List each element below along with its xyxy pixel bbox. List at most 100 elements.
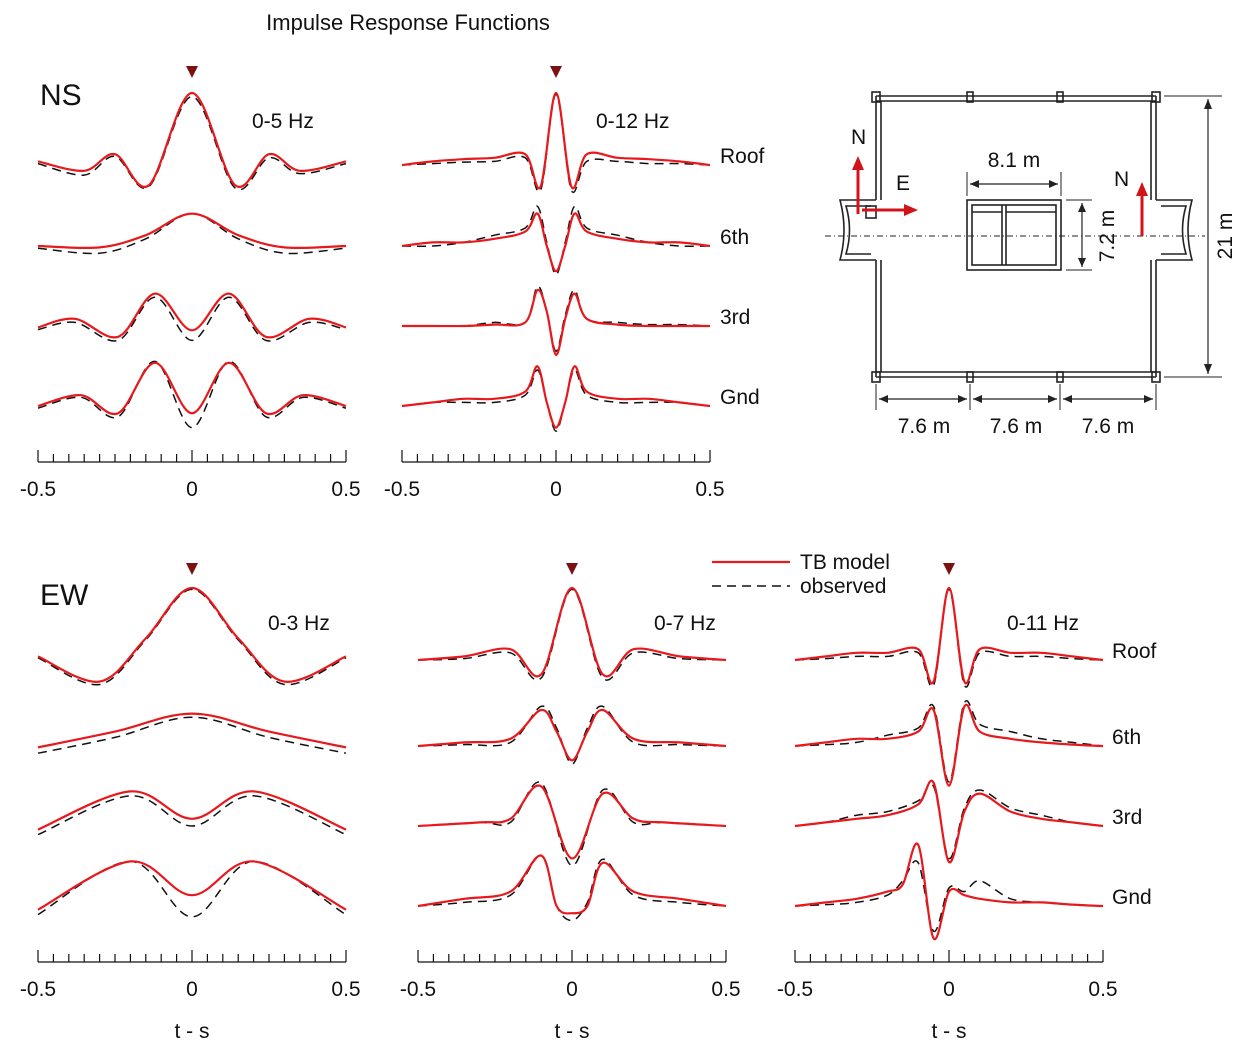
observed-line-6th bbox=[401, 205, 711, 276]
panel-ew-3: 0-7 Hz -0.5 0 0.5 t - s bbox=[400, 563, 741, 1043]
time-zero-marker bbox=[566, 563, 578, 575]
x-tick-label: 0 bbox=[550, 478, 562, 501]
panel-ns-1: 0-12 Hz Roof 6th 3rd Gnd -0.5 0 0.5 bbox=[384, 66, 765, 501]
legend: TB model observed bbox=[712, 551, 890, 598]
level-label-roof: Roof bbox=[720, 145, 765, 168]
plan-label-span-3: 7.6 m bbox=[1082, 415, 1135, 438]
observed-line-roof bbox=[401, 93, 711, 194]
observed-line-gnd bbox=[794, 860, 1104, 932]
observed-line-roof bbox=[417, 588, 727, 681]
column-ne bbox=[1151, 91, 1161, 103]
x-tick-label: -0.5 bbox=[20, 978, 56, 1001]
observed-line-3rd bbox=[402, 285, 711, 352]
x-tick-label: 0.5 bbox=[331, 478, 360, 501]
model-line-3rd bbox=[402, 288, 710, 356]
x-axis-label: t - s bbox=[175, 1020, 210, 1043]
model-line-roof bbox=[37, 91, 347, 189]
x-tick-label: -0.5 bbox=[400, 978, 436, 1001]
plan-label-east: E bbox=[896, 172, 910, 195]
x-tick-label: -0.5 bbox=[777, 978, 813, 1001]
model-line-3rd bbox=[417, 784, 727, 860]
level-label-6th: 6th bbox=[1112, 726, 1141, 749]
x-axis-label: t - s bbox=[932, 1020, 967, 1043]
model-line-roof bbox=[401, 91, 711, 190]
observed-line-gnd bbox=[417, 854, 727, 922]
time-zero-marker bbox=[550, 66, 562, 78]
arrow-east-head bbox=[904, 204, 918, 216]
sensor-box-west bbox=[865, 205, 877, 219]
observed-line-roof bbox=[37, 95, 347, 191]
time-zero-marker bbox=[186, 563, 198, 575]
column-nw bbox=[871, 91, 881, 103]
model-line-6th bbox=[37, 712, 347, 749]
time-zero-marker bbox=[943, 563, 955, 575]
level-label-3rd: 3rd bbox=[720, 306, 750, 329]
observed-line-3rd bbox=[417, 781, 727, 867]
observed-line-gnd bbox=[37, 360, 347, 429]
x-tick-label: 0 bbox=[186, 478, 198, 501]
column-n1 bbox=[966, 91, 974, 103]
plan-label-height: 21 m bbox=[1214, 213, 1237, 260]
band-label: 0-11 Hz bbox=[1007, 612, 1079, 635]
level-label-gnd: Gnd bbox=[1112, 886, 1152, 909]
panel-ns-0: 0-5 Hz -0.5 0 0.5 bbox=[20, 66, 361, 501]
model-line-gnd bbox=[794, 842, 1104, 941]
plan-label-north-right: N bbox=[1114, 168, 1129, 191]
x-tick-label: 0.5 bbox=[695, 478, 724, 501]
east-stair-outline bbox=[1156, 199, 1194, 261]
x-tick-label: 0.5 bbox=[711, 978, 740, 1001]
x-axis-label: t - s bbox=[555, 1020, 590, 1043]
level-label-roof: Roof bbox=[1112, 640, 1157, 663]
observed-line-3rd bbox=[37, 296, 347, 342]
level-label-6th: 6th bbox=[720, 226, 749, 249]
west-stair-inner bbox=[844, 205, 871, 255]
observed-line-roof bbox=[794, 588, 1104, 688]
arrow-north-right-head bbox=[1136, 182, 1148, 196]
legend-observed-label: observed bbox=[800, 575, 886, 598]
observed-line-6th bbox=[37, 212, 347, 255]
model-line-gnd bbox=[37, 361, 347, 416]
west-stair-outline bbox=[838, 199, 876, 261]
x-tick-label: -0.5 bbox=[20, 478, 56, 501]
model-line-6th bbox=[794, 703, 1104, 787]
plan-label-core-depth: 7.2 m bbox=[1096, 210, 1119, 263]
figure-title: Impulse Response Functions bbox=[266, 10, 550, 35]
model-line-6th bbox=[401, 212, 711, 273]
observed-line-gnd bbox=[401, 369, 711, 432]
model-line-gnd bbox=[401, 365, 711, 429]
column-se bbox=[1151, 371, 1161, 383]
model-line-3rd bbox=[794, 779, 1104, 864]
observed-line-roof bbox=[37, 588, 347, 686]
plan-label-core-width: 8.1 m bbox=[988, 149, 1041, 172]
legend-model-label: TB model bbox=[800, 551, 890, 574]
observed-line-6th bbox=[37, 716, 347, 754]
band-label: 0-3 Hz bbox=[268, 612, 330, 635]
east-stair-inner bbox=[1161, 205, 1188, 255]
model-line-gnd bbox=[417, 854, 727, 915]
observed-line-gnd bbox=[37, 860, 347, 918]
band-label: 0-5 Hz bbox=[252, 110, 314, 133]
x-tick-label: 0.5 bbox=[1088, 978, 1117, 1001]
x-tick-label: 0 bbox=[566, 978, 578, 1001]
panel-ew-2: 0-3 Hz -0.5 0 0.5 t - s bbox=[20, 563, 361, 1043]
band-label: 0-7 Hz bbox=[654, 612, 716, 635]
model-line-6th bbox=[37, 212, 347, 250]
model-line-roof bbox=[794, 586, 1104, 685]
column-n2 bbox=[1056, 91, 1064, 103]
model-line-roof bbox=[417, 586, 727, 678]
time-zero-marker bbox=[186, 66, 198, 78]
model-line-gnd bbox=[37, 860, 347, 911]
x-tick-label: -0.5 bbox=[384, 478, 420, 501]
plan-label-span-1: 7.6 m bbox=[898, 415, 951, 438]
core-inner bbox=[971, 204, 1057, 266]
observed-line-3rd bbox=[37, 795, 347, 836]
level-label-3rd: 3rd bbox=[1112, 806, 1142, 829]
dim-core-width-arrows bbox=[970, 180, 1058, 188]
model-line-3rd bbox=[37, 292, 347, 339]
x-tick-label: 0 bbox=[186, 978, 198, 1001]
core-outer bbox=[966, 199, 1062, 271]
column-s2 bbox=[1056, 371, 1064, 383]
model-line-roof bbox=[37, 586, 347, 683]
